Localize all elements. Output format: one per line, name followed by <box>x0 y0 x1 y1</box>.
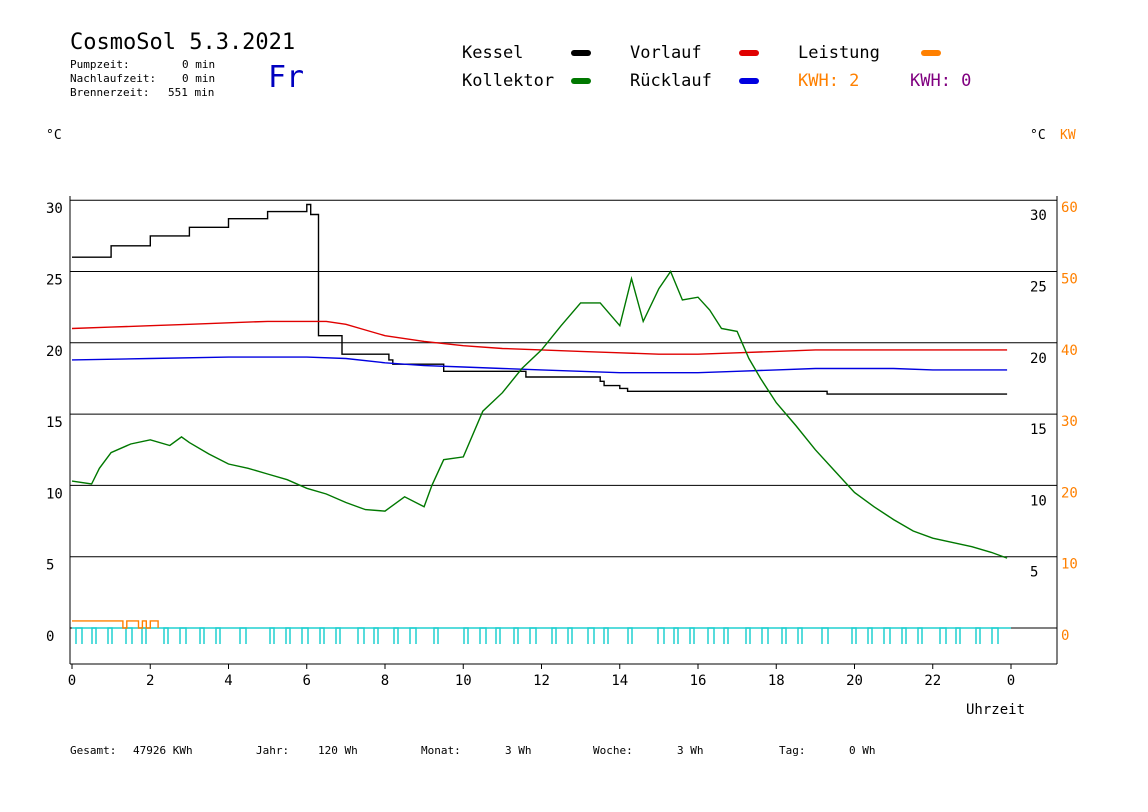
brennerzeit-value: 551 min <box>168 86 215 99</box>
woche-value: 3 Wh <box>677 744 704 757</box>
x-tick-label: 20 <box>846 673 863 689</box>
legend-ruecklauf-label: Rücklauf <box>630 71 712 91</box>
y-tick-left: 25 <box>46 273 63 289</box>
right-axis-unit-kw: KW <box>1060 128 1076 143</box>
y2-tick-kw: 50 <box>1061 272 1078 288</box>
nachlaufzeit-value: 0 min <box>182 72 216 85</box>
series-line-leistung <box>72 620 159 629</box>
y2-tick-kw: 20 <box>1061 485 1078 501</box>
series-line-vorlauf <box>71 320 1008 355</box>
jahr-label: Jahr: <box>256 744 290 757</box>
series-line-kollektor <box>71 270 1008 559</box>
y-tick-left: 15 <box>46 415 63 431</box>
legend-vorlauf-label: Vorlauf <box>630 43 702 63</box>
pumpzeit-value: 0 min <box>182 58 216 71</box>
pump-indicator <box>75 627 999 644</box>
x-tick-label: 14 <box>611 673 628 689</box>
x-tick-label: 4 <box>224 673 232 689</box>
gesamt-label: Gesamt: <box>70 744 117 757</box>
legend-kollektor-swatch <box>571 78 591 84</box>
legend-leistung-label: Leistung <box>798 43 880 63</box>
x-tick-label: 8 <box>381 673 389 689</box>
x-tick-label: 12 <box>533 673 550 689</box>
y-tick-right: 15 <box>1030 422 1047 438</box>
y2-tick-kw: 10 <box>1061 557 1078 573</box>
y-tick-right: 5 <box>1030 565 1038 581</box>
y-tick-right: 25 <box>1030 280 1047 296</box>
x-tick-label: 22 <box>924 673 941 689</box>
x-tick-label: 6 <box>303 673 311 689</box>
brennerzeit-label: Brennerzeit: <box>70 86 150 99</box>
x-tick-label: 2 <box>146 673 154 689</box>
kwh-leistung-value: KWH: 2 <box>798 71 860 91</box>
y2-tick-kw: 0 <box>1061 628 1069 644</box>
x-tick-label: 16 <box>690 673 707 689</box>
x-tick-label: 18 <box>768 673 785 689</box>
y-tick-left: 20 <box>46 344 63 360</box>
y-tick-right: 10 <box>1030 493 1047 509</box>
tag-label: Tag: <box>779 744 806 757</box>
y2-tick-kw: 30 <box>1061 414 1078 430</box>
kwh-secondary-value: KWH: 0 <box>910 71 972 91</box>
jahr-value: 120 Wh <box>318 744 358 757</box>
gesamt-value: 47926 KWh <box>133 744 193 757</box>
y2-tick-kw: 60 <box>1061 200 1078 216</box>
woche-label: Woche: <box>593 744 633 757</box>
y-tick-left: 10 <box>46 486 63 502</box>
y-tick-right: 20 <box>1030 351 1047 367</box>
x-tick-label: 10 <box>455 673 472 689</box>
right-axis-unit: °C <box>1030 128 1046 143</box>
y-tick-left: 0 <box>46 629 54 645</box>
legend-kessel-swatch <box>571 50 591 56</box>
x-axis-label: Uhrzeit <box>966 702 1026 718</box>
pumpzeit-label: Pumpzeit: <box>70 58 130 71</box>
tag-value: 0 Wh <box>849 744 876 757</box>
y-tick-right: 30 <box>1030 208 1047 224</box>
x-tick-label: 0 <box>1007 673 1015 689</box>
y-tick-left: 30 <box>46 201 63 217</box>
monat-label: Monat: <box>421 744 461 757</box>
legend-kessel-label: Kessel <box>462 43 524 63</box>
nachlaufzeit-label: Nachlaufzeit: <box>70 72 157 85</box>
series-line-rcklauf <box>71 356 1008 374</box>
legend-ruecklauf-swatch <box>739 78 759 84</box>
chart-title: CosmoSol 5.3.2021 <box>70 30 296 55</box>
left-axis-unit: °C <box>46 128 62 143</box>
monat-value: 3 Wh <box>505 744 532 757</box>
weekday-label: Fr <box>268 60 305 95</box>
legend-vorlauf-swatch <box>739 50 759 56</box>
series-line-kessel <box>72 203 1008 395</box>
y2-tick-kw: 40 <box>1061 343 1078 359</box>
legend-leistung-swatch <box>921 50 941 56</box>
y-tick-left: 5 <box>46 558 54 574</box>
x-tick-label: 0 <box>68 673 76 689</box>
legend-kollektor-label: Kollektor <box>462 71 555 91</box>
